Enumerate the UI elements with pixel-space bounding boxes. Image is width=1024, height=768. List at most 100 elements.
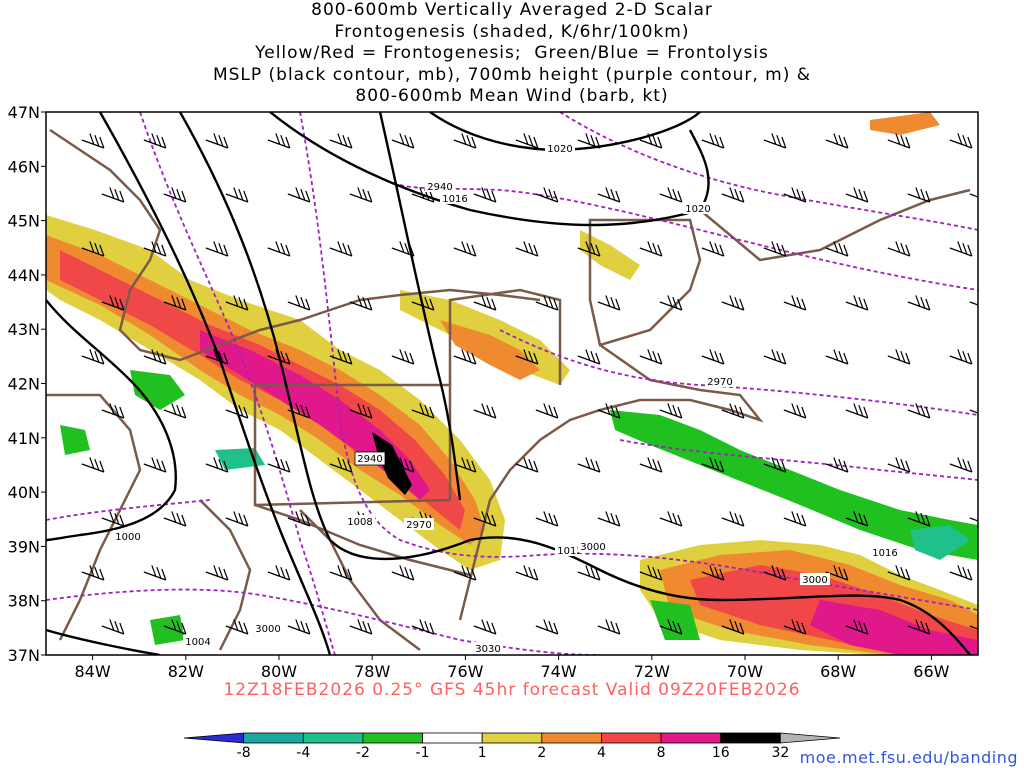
wind-barb — [535, 511, 559, 527]
wind-barb — [721, 403, 745, 419]
wind-barb — [763, 349, 787, 365]
wind-barb — [81, 241, 105, 257]
mslp-contour-1004 — [46, 628, 161, 655]
lat-tick-label: 46N — [8, 157, 40, 176]
wind-barb — [597, 403, 621, 419]
wind-barb — [453, 349, 477, 365]
wind-barb — [535, 187, 559, 203]
wind-barb — [825, 133, 849, 149]
longitude-axis: 84W 82W 80W 78W 76W 74W 72W 70W 68W 66W — [75, 655, 950, 681]
wind-barb — [515, 133, 539, 149]
great-lakes-shore — [49, 128, 541, 362]
wind-barb — [81, 349, 105, 365]
lat-tick-label: 47N — [8, 103, 40, 122]
wind-barb — [535, 403, 559, 419]
fl-green-west-1 — [130, 370, 185, 410]
wind-barb — [287, 511, 311, 527]
colorbar-swatch — [183, 732, 245, 744]
wind-barb — [411, 403, 435, 419]
colorbar-swatch — [720, 732, 781, 744]
mslp-label-1016-se: 1016 — [872, 548, 897, 559]
lon-tick-label: 78W — [354, 662, 390, 681]
wind-barb — [267, 349, 291, 365]
wind-barb — [391, 565, 415, 581]
wind-barb — [763, 241, 787, 257]
wind-barb — [577, 565, 601, 581]
wind-barb — [597, 619, 621, 635]
wind-barb — [163, 619, 187, 635]
wind-barb — [701, 457, 725, 473]
wind-barb — [287, 619, 311, 635]
wind-barb — [349, 295, 373, 311]
wind-barb — [721, 511, 745, 527]
wind-barb — [329, 241, 353, 257]
wind-barb — [391, 457, 415, 473]
wind-barb — [515, 349, 539, 365]
mslp-label-1016: 1016 — [442, 194, 467, 205]
height-label-2940-center: 2940 — [357, 454, 382, 465]
wind-barb — [225, 619, 249, 635]
coastline-maine — [699, 188, 971, 262]
wind-barb — [101, 403, 125, 419]
wind-barb — [763, 565, 787, 581]
wind-barb — [473, 511, 497, 527]
valid-time-label: 12Z18FEB2026 0.25° GFS 45hr forecast Val… — [223, 680, 801, 700]
height-label-3030: 3030 — [475, 644, 500, 655]
wind-barb — [287, 403, 311, 419]
colorbar-label: 8 — [657, 745, 666, 761]
wind-barb — [845, 403, 869, 419]
wind-barb — [515, 241, 539, 257]
wind-barb — [907, 403, 931, 419]
colorbar: -8 -4 -2 -1 1 2 4 8 16 32 — [183, 732, 841, 761]
fl-green-band — [610, 410, 978, 560]
wind-barb — [81, 457, 105, 473]
mslp-contour-1016 — [269, 112, 710, 227]
wind-barb — [949, 241, 973, 257]
wind-barb — [783, 187, 807, 203]
credit-link[interactable]: moe.met.fsu.edu/banding — [799, 748, 1018, 767]
wind-barb — [721, 187, 745, 203]
fg-orange-north — [440, 320, 540, 380]
colorbar-label: -8 — [237, 745, 251, 761]
wind-barb — [949, 565, 973, 581]
height-contour-6 — [619, 439, 978, 481]
wind-barb — [763, 133, 787, 149]
wind-barb — [225, 403, 249, 419]
state-boundary-wv — [199, 499, 252, 651]
wind-barb — [205, 457, 229, 473]
wind-barb — [287, 295, 311, 311]
wind-barb — [597, 295, 621, 311]
wind-barb — [329, 349, 353, 365]
mslp-contours — [46, 112, 971, 655]
wind-barb — [535, 619, 559, 635]
wind-barb — [205, 565, 229, 581]
wind-barb — [659, 295, 683, 311]
fl-teal-patch — [910, 525, 970, 560]
colorbar-label: -2 — [356, 745, 370, 761]
mslp-contour-1000 — [46, 299, 177, 542]
mslp-label-1004: 1004 — [185, 637, 210, 648]
wind-barb — [639, 457, 663, 473]
wind-barb — [163, 187, 187, 203]
lat-tick-label: 44N — [8, 266, 40, 285]
wind-barb — [783, 295, 807, 311]
wind-barb — [267, 241, 291, 257]
wind-barb — [473, 187, 497, 203]
lon-tick-label: 80W — [261, 662, 297, 681]
wind-barb — [701, 565, 725, 581]
wind-barb — [101, 295, 125, 311]
title-line-1: 800-600mb Vertically Averaged 2-D Scalar — [311, 0, 713, 20]
wind-barbs — [81, 133, 978, 635]
lat-tick-label: 41N — [8, 429, 40, 448]
wind-barb — [577, 349, 601, 365]
mslp-label-1012: 1012 — [557, 546, 582, 557]
wind-barb — [907, 511, 931, 527]
frontogenesis-shading — [46, 112, 978, 655]
height-label-3000-sw: 3000 — [255, 624, 280, 635]
fg-red-band — [60, 250, 465, 530]
fg-black-core — [372, 432, 412, 495]
wind-barb — [577, 457, 601, 473]
wind-barb — [205, 349, 229, 365]
wind-barb — [391, 133, 415, 149]
lon-tick-label: 76W — [447, 662, 483, 681]
